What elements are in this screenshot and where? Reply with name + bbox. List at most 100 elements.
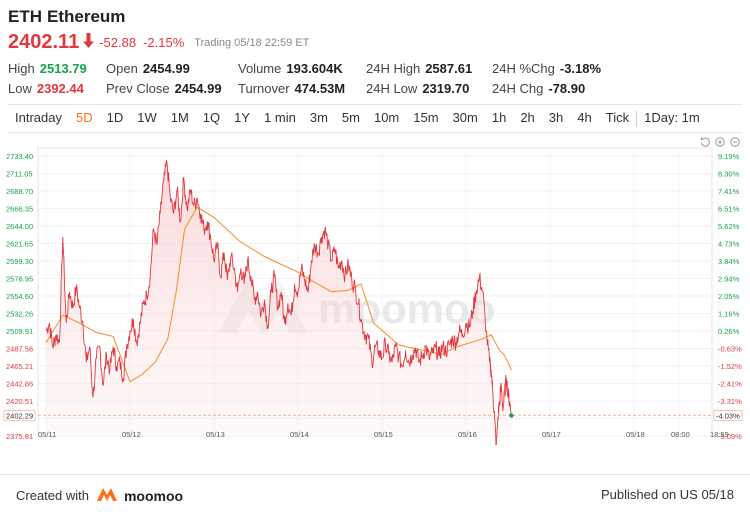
pct-tick-label: 2.05% [718,292,740,301]
moomoo-brand: moomoo [123,487,184,504]
stat-value: 2513.79 [39,61,87,76]
stat-label: 24H Chg [492,81,544,96]
divider [0,474,750,475]
zoom-out-icon[interactable] [730,134,740,152]
tab-10m[interactable]: 10m [373,110,400,125]
tab-1h[interactable]: 1h [491,110,507,125]
divider [8,104,742,105]
stat-value: 2587.61 [425,61,473,76]
average-line-series [45,206,512,383]
created-with: Created with moomoo [16,487,183,504]
tab-5m[interactable]: 5m [341,110,360,125]
average-line [45,206,512,383]
stat-label: Volume [238,61,282,76]
tab-1min[interactable]: 1 min [264,110,296,125]
price-chart[interactable]: moomoo 2733.402711.052688.702666.352644.… [0,145,750,445]
stat-24h-pct-chg: 24H %Chg -3.18% [492,61,601,76]
stat-prev-close: Prev Close 2454.99 [106,81,222,96]
pct-tick-label: 9.19% [718,152,740,161]
zoom-in-icon[interactable] [715,134,725,152]
stat-value: 2454.99 [142,61,190,76]
period-tabs: Intraday 5D 1D 1W 1M 1Q 1Y 1 min 3m 5m 1… [8,108,707,130]
pct-tick-label: 3.84% [718,257,740,266]
price-change: -52.88 [99,35,137,50]
instrument-title: ETH Ethereum [8,7,125,27]
tab-2h[interactable]: 2h [520,110,535,125]
y-tick-label: 2711.05 [6,170,33,179]
y-tick-label: 2688.70 [6,187,33,196]
y-tick-label: 2599.30 [6,257,33,266]
current-price-label: 2402.29 [6,411,33,420]
pct-tick-label: 6.51% [718,205,740,214]
stat-label: 24H %Chg [492,61,555,76]
moomoo-logo-icon [96,487,119,504]
pct-tick-label: -3.31% [718,397,742,406]
footer: Created with moomoo Published on US 05/1… [0,476,750,514]
current-price-tag [3,409,36,421]
tab-intraday[interactable]: Intraday [15,110,62,125]
tab-30m[interactable]: 30m [452,110,478,125]
tab-1w[interactable]: 1W [137,110,157,125]
stat-24h-low: 24H Low 2319.70 [366,81,469,96]
stat-label: Turnover [238,81,290,96]
down-arrow-icon [83,32,95,53]
tab-5d[interactable]: 5D [75,110,93,125]
pct-tick-label: 2.94% [718,275,740,284]
pct-tick-label: 8.30% [718,170,740,179]
x-tick-label: 08:00 [671,430,690,439]
pct-tick-label: -0.63% [718,345,742,354]
undo-icon[interactable] [700,134,710,152]
x-tick-label: 18:59 [710,430,729,439]
published-date: Published on US 05/18 [601,487,734,502]
stat-value: 193.604K [286,61,343,76]
percent-axis: 9.19% 8.30% 7.41% 6.51% 5.62% 4.73% 3.84% 2.94%… [718,152,742,441]
stat-value: 2319.70 [422,81,470,96]
pct-tick-label: 7.41% [718,187,740,196]
last-price-dot [509,413,514,418]
x-tick-label: 05/18 [626,430,645,439]
current-pct-tag [713,409,743,421]
interval-selector[interactable]: 1Day: 1m [644,110,700,125]
symbol: ETH [8,7,42,26]
price-line-series [45,160,512,445]
pct-tick-label: 4.73% [718,240,740,249]
tab-4h[interactable]: 4h [577,110,592,125]
tab-3h[interactable]: 3h [548,110,564,125]
stat-label: 24H Low [366,81,418,96]
y-tick-label: 2487.56 [6,345,33,354]
x-tick-label: 05/16 [458,430,477,439]
last-price: 2402.11 [8,31,80,53]
y-tick-label: 2509.91 [6,327,33,336]
tab-15m[interactable]: 15m [413,110,439,125]
tab-1q[interactable]: 1Q [202,110,221,125]
x-tick-label: 05/14 [290,430,309,439]
y-tick-label: 2733.40 [6,152,33,161]
created-with-text: Created with [16,488,89,503]
y-tick-label: 2554.60 [6,292,33,301]
pct-tick-label: 1.16% [718,310,740,319]
tab-tick[interactable]: Tick [605,110,630,125]
pct-tick-label: -2.41% [718,380,742,389]
pct-tick-label: -5.09% [718,432,742,441]
stat-value: -78.90 [548,81,586,96]
stat-label: 24H High [366,61,421,76]
time-axis: 05/11 05/12 05/13 05/14 05/15 05/16 05/17 05/18… [38,430,729,439]
x-tick-label: 05/12 [122,430,141,439]
price-line [45,160,512,445]
tab-1y[interactable]: 1Y [234,110,251,125]
tab-3m[interactable]: 3m [309,110,328,125]
stat-low: Low 2392.44 [8,81,84,96]
price-area-fill [46,160,512,445]
y-tick-label: 2666.35 [6,205,33,214]
tab-1d[interactable]: 1D [106,110,124,125]
stat-high: High 2513.79 [8,61,87,76]
x-tick-label: 05/11 [38,430,56,439]
stat-24h-high: 24H High 2587.61 [366,61,472,76]
x-tick-label: 05/13 [206,430,225,439]
stat-value: -3.18% [559,61,602,76]
stat-label: Prev Close [106,81,170,96]
tab-1m[interactable]: 1M [170,110,189,125]
price-row: 2402.11 -52.88 -2.15% Trading 05/18 22:5… [8,31,309,54]
stat-24h-chg: 24H Chg -78.90 [492,81,585,96]
price-axis: 2733.40 2711.05 2688.70 2666.35 2644.00 2621.… [6,152,33,441]
